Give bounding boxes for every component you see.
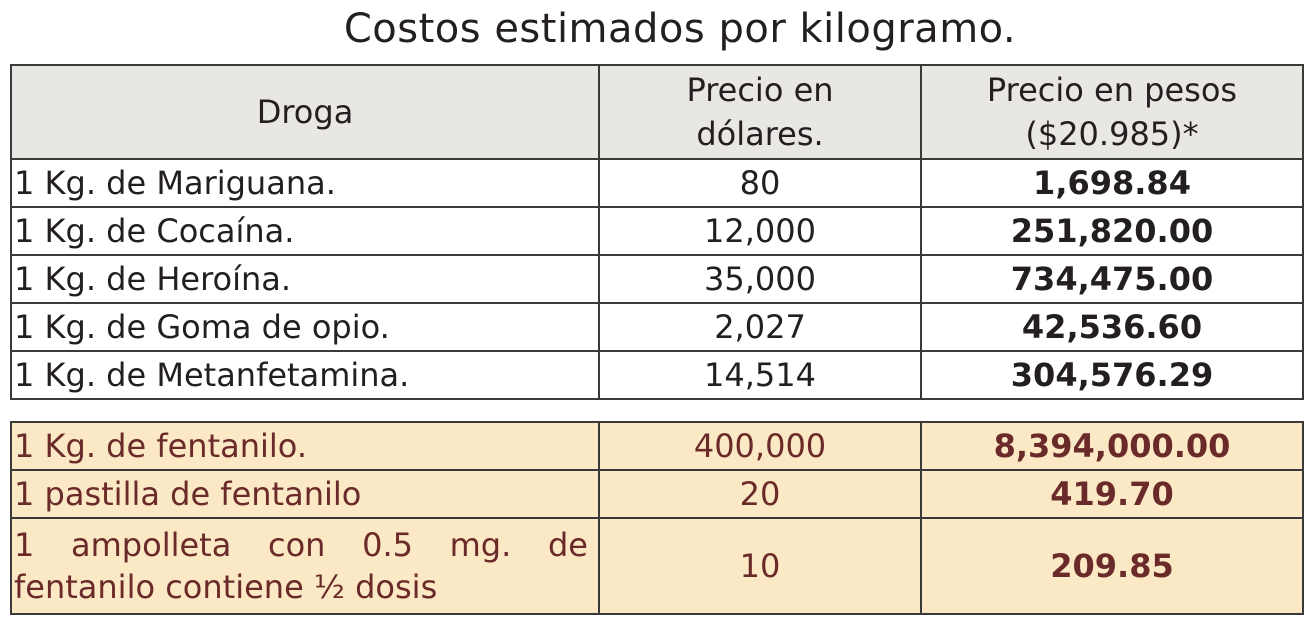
table-row: 1 ampolleta con 0.5 mg. de fentanilo con… bbox=[10, 517, 1304, 615]
drug-word: con bbox=[267, 526, 326, 564]
usd-price-cell: 20 bbox=[598, 469, 922, 519]
drug-cell: 1 Kg. de Mariguana. bbox=[10, 158, 600, 208]
drug-word: mg. bbox=[449, 526, 512, 564]
drug-cell: 1 Kg. de Goma de opio. bbox=[10, 302, 600, 352]
mxn-price-cell: 251,820.00 bbox=[920, 206, 1304, 256]
usd-price-cell: 35,000 bbox=[598, 254, 922, 304]
table-row: 1 Kg. de Mariguana. 80 1,698.84 bbox=[10, 158, 1304, 208]
header-mxn: Precio en pesos ($20.985)* bbox=[920, 64, 1304, 160]
usd-price-cell: 400,000 bbox=[598, 421, 922, 471]
drug-cell: 1 Kg. de Metanfetamina. bbox=[10, 350, 600, 400]
drug-word: ampolleta bbox=[71, 526, 232, 564]
header-usd: Precio en dólares. bbox=[598, 64, 922, 160]
usd-price-cell: 2,027 bbox=[598, 302, 922, 352]
mxn-price-cell: 304,576.29 bbox=[920, 350, 1304, 400]
drug-cell: 1 Kg. de fentanilo. bbox=[10, 421, 600, 471]
drug-word: 0.5 bbox=[362, 526, 413, 564]
table-row: 1 Kg. de Goma de opio. 2,027 42,536.60 bbox=[10, 302, 1304, 352]
header-usd-line1: Precio en bbox=[686, 71, 834, 109]
usd-price-cell: 80 bbox=[598, 158, 922, 208]
mxn-price-cell: 42,536.60 bbox=[920, 302, 1304, 352]
table-row: 1 Kg. de Metanfetamina. 14,514 304,576.2… bbox=[10, 350, 1304, 400]
header-mxn-line1: Precio en pesos bbox=[986, 71, 1238, 109]
drug-cell: 1 ampolleta con 0.5 mg. de fentanilo con… bbox=[10, 517, 600, 615]
usd-price-cell: 12,000 bbox=[598, 206, 922, 256]
mxn-price-cell: 419.70 bbox=[920, 469, 1304, 519]
page-title: Costos estimados por kilogramo. bbox=[343, 6, 1017, 52]
drug-cell: 1 Kg. de Heroína. bbox=[10, 254, 600, 304]
drug-cell: 1 pastilla de fentanilo bbox=[10, 469, 600, 519]
mxn-price-cell: 209.85 bbox=[920, 517, 1304, 615]
mxn-price-cell: 1,698.84 bbox=[920, 158, 1304, 208]
table-row: 1 pastilla de fentanilo 20 419.70 bbox=[10, 469, 1304, 519]
table-header-row: Droga Precio en dólares. Precio en pesos… bbox=[10, 64, 1304, 160]
mxn-price-cell: 8,394,000.00 bbox=[920, 421, 1304, 471]
header-drug: Droga bbox=[10, 64, 600, 160]
usd-price-cell: 10 bbox=[598, 517, 922, 615]
drug-cell-line2: fentanilo contiene ½ dosis bbox=[14, 568, 438, 606]
drug-price-table: Droga Precio en dólares. Precio en pesos… bbox=[10, 64, 1304, 400]
drug-word: de bbox=[547, 526, 588, 564]
table-row: 1 Kg. de fentanilo. 400,000 8,394,000.00 bbox=[10, 421, 1304, 471]
drug-word: 1 bbox=[14, 526, 35, 564]
header-usd-line2: dólares. bbox=[696, 115, 824, 153]
table-row: 1 Kg. de Cocaína. 12,000 251,820.00 bbox=[10, 206, 1304, 256]
drug-cell: 1 Kg. de Cocaína. bbox=[10, 206, 600, 256]
mxn-price-cell: 734,475.00 bbox=[920, 254, 1304, 304]
fentanyl-price-table: 1 Kg. de fentanilo. 400,000 8,394,000.00… bbox=[10, 421, 1304, 615]
header-mxn-line2: ($20.985)* bbox=[1025, 115, 1199, 153]
table-row: 1 Kg. de Heroína. 35,000 734,475.00 bbox=[10, 254, 1304, 304]
usd-price-cell: 14,514 bbox=[598, 350, 922, 400]
drug-cell-line1: 1 ampolleta con 0.5 mg. de bbox=[14, 524, 597, 566]
